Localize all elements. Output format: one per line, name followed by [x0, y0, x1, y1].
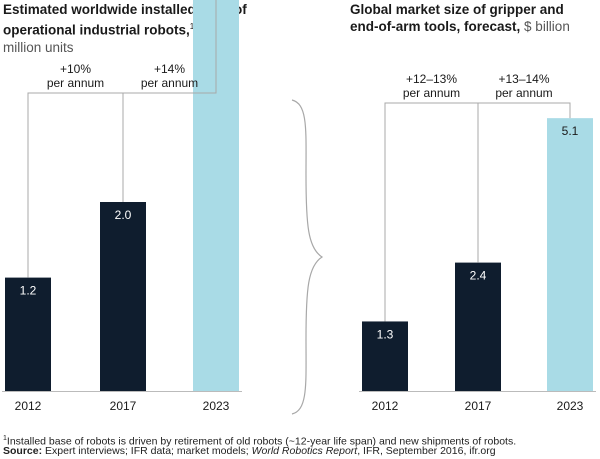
- right-value-label-2012: 1.3: [377, 327, 394, 341]
- right-chart-unit: $ billion: [524, 19, 570, 34]
- curly-brace-divider: [291, 99, 324, 415]
- left-chart-title-sup: 1: [189, 22, 195, 31]
- right-value-label-2017: 2.4: [470, 269, 487, 283]
- left-growth-period-1: per annum: [47, 76, 104, 90]
- source-text: Expert interviews; IFR data; market mode…: [42, 445, 252, 457]
- footnote-note-text: Installed base of robots is driven by re…: [6, 435, 517, 448]
- right-x-tick-2017: 2017: [465, 399, 492, 413]
- left-growth-rate-1: +10%: [60, 62, 91, 76]
- source-label: Source:: [3, 445, 43, 457]
- right-growth-period-1: per annum: [403, 86, 460, 100]
- left-bar-2017: [100, 202, 146, 391]
- right-chart-title: Global market size of gripper and end-of…: [350, 1, 590, 35]
- left-chart-title: Estimated worldwide installed base of op…: [3, 1, 293, 56]
- left-growth-rate-2: +14%: [154, 62, 185, 76]
- right-value-label-2023: 5.1: [562, 124, 579, 138]
- left-growth-bracket-2: [122, 0, 217, 202]
- right-growth-rate-1: +12–13%: [406, 72, 457, 86]
- right-bar-2023: [547, 118, 593, 392]
- left-x-tick-2012: 2012: [15, 399, 42, 413]
- left-chart-title-text: Estimated worldwide installed base of op…: [3, 2, 247, 38]
- right-x-tick-2023: 2023: [557, 399, 584, 413]
- left-x-tick-2023: 2023: [203, 399, 230, 413]
- footnote-note: 1Installed base of robots is driven by r…: [3, 432, 516, 449]
- right-bar-2012: [362, 321, 408, 391]
- left-value-label-2012: 1.2: [20, 284, 37, 298]
- source-tail: , IFR, September 2016, ifr.org: [357, 445, 496, 457]
- left-growth-period-2: per annum: [141, 76, 198, 90]
- right-growth-rate-2: +13–14%: [498, 72, 549, 86]
- right-x-tick-2012: 2012: [372, 399, 399, 413]
- footnote-source: Source: Expert interviews; IFR data; mar…: [3, 445, 496, 458]
- right-growth-period-2: per annum: [495, 86, 552, 100]
- left-bar-2012: [5, 277, 51, 391]
- footnote-sup: 1: [3, 435, 7, 442]
- right-chart-title-text: Global market size of gripper and end-of…: [350, 2, 564, 34]
- source-italic: World Robotics Report: [251, 445, 358, 457]
- left-value-label-2017: 2.0: [115, 208, 132, 222]
- left-chart-unit: million units: [3, 39, 74, 55]
- right-growth-bracket-2: [477, 102, 571, 263]
- right-bar-2017: [455, 262, 501, 391]
- left-x-tick-2017: 2017: [110, 399, 137, 413]
